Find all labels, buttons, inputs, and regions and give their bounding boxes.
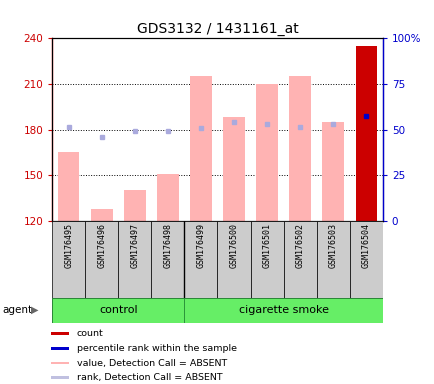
Bar bbox=[256, 84, 277, 221]
Text: value, Detection Call = ABSENT: value, Detection Call = ABSENT bbox=[77, 359, 227, 367]
Bar bbox=[118, 221, 151, 298]
Text: GSM176496: GSM176496 bbox=[97, 223, 106, 268]
Title: GDS3132 / 1431161_at: GDS3132 / 1431161_at bbox=[136, 22, 298, 36]
Bar bbox=[151, 221, 184, 298]
Bar bbox=[322, 122, 343, 221]
Text: count: count bbox=[77, 329, 103, 338]
Bar bbox=[223, 118, 244, 221]
Bar bbox=[58, 152, 79, 221]
Bar bbox=[52, 221, 85, 298]
Bar bbox=[91, 209, 112, 221]
Bar bbox=[124, 190, 145, 221]
Bar bbox=[52, 298, 184, 323]
Text: control: control bbox=[99, 305, 137, 315]
Bar bbox=[283, 221, 316, 298]
Bar bbox=[157, 174, 178, 221]
Bar bbox=[85, 221, 118, 298]
Bar bbox=[51, 332, 69, 335]
Bar bbox=[355, 46, 376, 221]
Bar bbox=[190, 76, 211, 221]
Text: GSM176501: GSM176501 bbox=[262, 223, 271, 268]
Text: rank, Detection Call = ABSENT: rank, Detection Call = ABSENT bbox=[77, 373, 222, 382]
Text: GSM176502: GSM176502 bbox=[295, 223, 304, 268]
Text: GSM176498: GSM176498 bbox=[163, 223, 172, 268]
Text: ▶: ▶ bbox=[31, 305, 39, 315]
Bar bbox=[184, 298, 382, 323]
Bar bbox=[250, 221, 283, 298]
Text: agent: agent bbox=[2, 305, 32, 315]
Bar bbox=[316, 221, 349, 298]
Bar bbox=[51, 347, 69, 350]
Bar bbox=[184, 221, 217, 298]
Text: GSM176503: GSM176503 bbox=[328, 223, 337, 268]
Bar bbox=[51, 376, 69, 379]
Bar bbox=[349, 221, 382, 298]
Text: GSM176500: GSM176500 bbox=[229, 223, 238, 268]
Text: GSM176495: GSM176495 bbox=[64, 223, 73, 268]
Text: GSM176499: GSM176499 bbox=[196, 223, 205, 268]
Text: percentile rank within the sample: percentile rank within the sample bbox=[77, 344, 236, 353]
Text: GSM176504: GSM176504 bbox=[361, 223, 370, 268]
Bar bbox=[217, 221, 250, 298]
Bar bbox=[51, 362, 69, 364]
Bar bbox=[289, 76, 310, 221]
Text: cigarette smoke: cigarette smoke bbox=[238, 305, 328, 315]
Text: GSM176497: GSM176497 bbox=[130, 223, 139, 268]
